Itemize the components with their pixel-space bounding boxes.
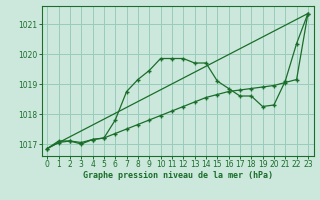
X-axis label: Graphe pression niveau de la mer (hPa): Graphe pression niveau de la mer (hPa) [83, 171, 273, 180]
